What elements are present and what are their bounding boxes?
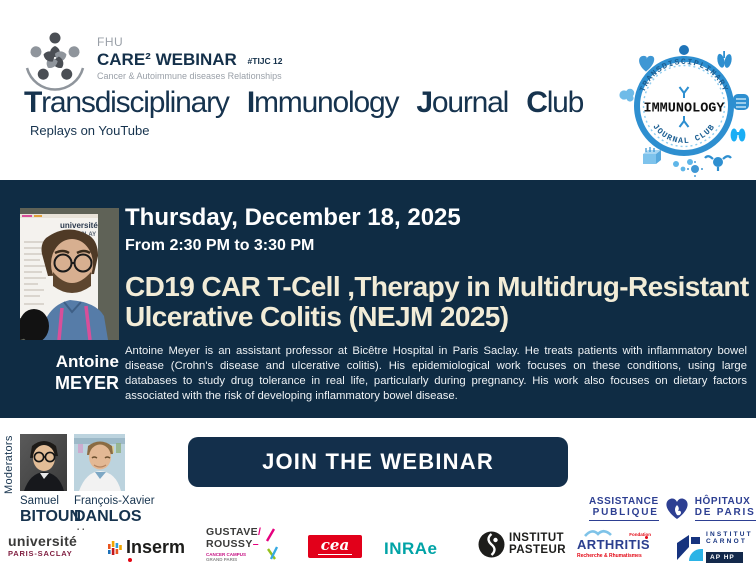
inserm-bars-icon — [108, 540, 122, 555]
moderator-name-danlos: François-Xavier DANLOS — [74, 495, 155, 526]
lungs-icon — [717, 51, 732, 68]
event-banner: université SACLAY Antoine MEYER Thursday… — [0, 180, 756, 418]
moderator-photo-danlos — [74, 434, 125, 491]
moderators-label: Moderators — [3, 435, 15, 494]
speaker-first-name: Antoine — [55, 352, 119, 371]
aphp-logo: ASSISTANCE PUBLIQUE HÔPITAUX DE PARIS — [589, 496, 756, 521]
lanyard — [57, 305, 92, 340]
tagline: Cancer & Autoimmune diseases Relationshi… — [97, 71, 282, 82]
moderator-photo-bitoun — [20, 434, 67, 491]
badge-ring — [634, 56, 734, 156]
inrae-logo: INRAe — [384, 539, 438, 558]
uterus-icon — [704, 155, 732, 171]
gustave-slashes-icon — [266, 528, 279, 560]
fhu-label: FHU — [97, 35, 124, 49]
universite-paris-saclay-logo: université PARIS-SACLAY — [8, 528, 85, 558]
moderator-name-bitoun: Samuel BITOUN — [20, 495, 82, 526]
skin-icon — [643, 147, 661, 164]
event-time: From 2:30 PM to 3:30 PM — [125, 237, 315, 254]
event-date: Thursday, December 18, 2025 — [125, 204, 461, 231]
kidney-icon — [623, 125, 630, 139]
fhu-care-wordmark: FHU CARE² WEBINAR #TIJC 12 Cancer & Auto… — [97, 35, 283, 82]
speaker-name: Antoine MEYER — [8, 351, 119, 395]
cells-icon — [673, 159, 703, 177]
inserm-logo: Inserm — [108, 537, 185, 562]
bird-icon — [584, 529, 612, 537]
shirt — [40, 300, 108, 340]
tijc-badge-logo: TRANSDISCIPLINARY IMMUNOLOGY JOURNAL CLU… — [619, 45, 749, 177]
face — [89, 444, 111, 470]
thyroid-icon — [730, 128, 746, 142]
antibody-y-icon — [678, 86, 690, 98]
hashtag: #TIJC 12 — [247, 55, 283, 66]
lab-coat — [79, 471, 121, 491]
aphp-badge: AP HP — [706, 552, 743, 563]
suit — [24, 472, 64, 491]
replays-note: Replays on YouTube — [30, 123, 150, 138]
institut-pasteur-logo: INSTITUT PASTEUR — [478, 531, 566, 558]
brand-line: CARE² WEBINAR #TIJC 12 — [97, 50, 283, 70]
people-circle-icon — [30, 32, 80, 80]
cea-logo: cea — [308, 535, 362, 558]
speaker-photo: université SACLAY — [20, 208, 119, 340]
brain-icon — [619, 88, 635, 102]
poster-text: université — [60, 221, 98, 230]
arthritis-logo: Fondation ARTHRITIS Recherche & Rhumatis… — [577, 529, 651, 559]
microphone-icon — [20, 309, 49, 340]
talk-title: CD19 CAR T-Cell ,Therapy in Multidrug-Re… — [125, 271, 749, 332]
arc-icon — [25, 67, 85, 91]
speaker-bio: Antoine Meyer is an assistant professor … — [125, 345, 747, 403]
heart-icon — [639, 55, 655, 72]
speaker-last-name: MEYER — [54, 373, 119, 394]
page-title: Transdisciplinary Immunology Journal Clu… — [24, 86, 584, 119]
antibody-y-icon — [678, 116, 690, 128]
brand-webinar: WEBINAR — [155, 49, 237, 69]
beard — [53, 272, 91, 293]
badge-center-text: IMMUNOLOGY — [643, 102, 725, 117]
institut-carnot-logo: INSTITUT CARNOT AP HP — [676, 531, 753, 564]
pasteur-circle-icon — [478, 531, 505, 558]
intestine-icon — [733, 94, 749, 110]
carnot-square-icon — [676, 534, 703, 562]
fhu-care-logo-icon — [25, 32, 85, 91]
aphp-heart-icon — [666, 498, 688, 519]
brand-care: CARE² — [97, 49, 151, 69]
join-webinar-button[interactable]: JOIN THE WEBINAR — [188, 437, 568, 487]
gustave-roussy-logo: GUSTAVE/ ROUSSY– CANCER CAMPUS GRAND PAR… — [206, 526, 280, 562]
